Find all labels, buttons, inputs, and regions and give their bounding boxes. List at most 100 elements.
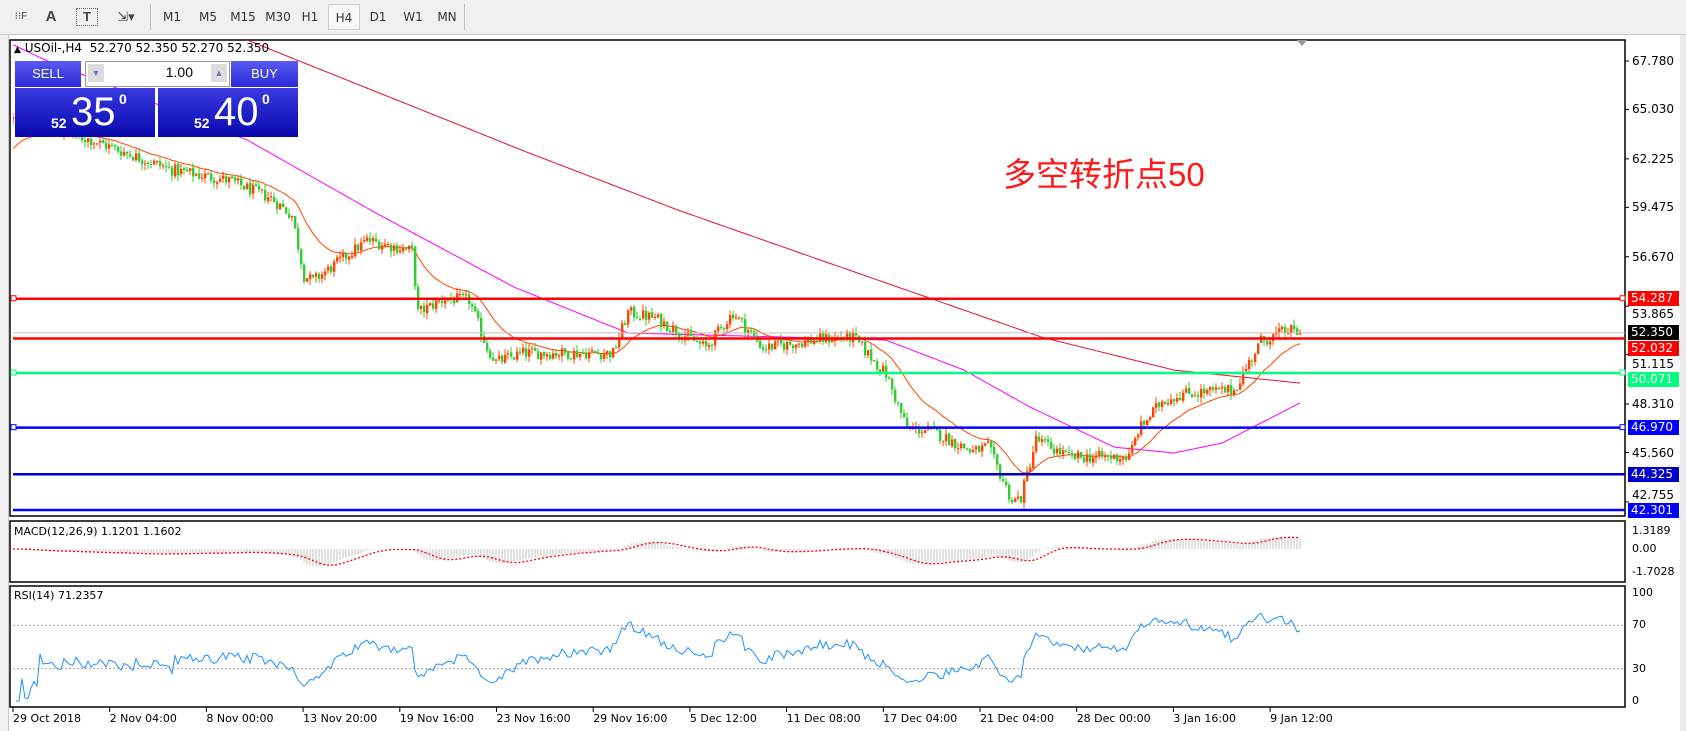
candle-body bbox=[282, 203, 285, 208]
timeframe-m1[interactable]: M1 bbox=[163, 10, 181, 24]
candle-body bbox=[642, 310, 645, 319]
candle-body bbox=[996, 454, 999, 465]
candle-body bbox=[630, 307, 633, 311]
timeframe-d1[interactable]: D1 bbox=[369, 10, 387, 24]
candle-body bbox=[1011, 500, 1014, 503]
candle-body bbox=[474, 306, 477, 312]
sell-price-box[interactable]: 52 35 0 bbox=[15, 88, 155, 137]
candle-body bbox=[234, 177, 237, 181]
candle-body bbox=[987, 441, 990, 443]
price-axis-label: 53.865 bbox=[1632, 307, 1674, 322]
macd-axis-label: 1.3189 bbox=[1632, 524, 1671, 538]
candle-body bbox=[477, 310, 480, 319]
candle-body bbox=[315, 273, 318, 277]
candle-body bbox=[1242, 371, 1245, 385]
candle-body bbox=[1014, 498, 1017, 502]
candle-body bbox=[1125, 457, 1128, 460]
lot-size-input[interactable]: ▼ 1.00 ▲ bbox=[85, 61, 230, 87]
lot-decrease-icon[interactable]: ▼ bbox=[88, 64, 104, 82]
candle-body bbox=[1050, 441, 1053, 450]
text-icon[interactable]: A bbox=[45, 8, 57, 25]
candle-body bbox=[882, 365, 885, 372]
candle-body bbox=[198, 173, 201, 179]
candle-body bbox=[228, 177, 231, 183]
candle-body bbox=[480, 317, 483, 337]
candle-body bbox=[1215, 387, 1218, 390]
candle-body bbox=[387, 244, 390, 246]
candle-body bbox=[708, 345, 711, 347]
timeframe-m5[interactable]: M5 bbox=[199, 10, 217, 24]
lot-increase-icon[interactable]: ▲ bbox=[211, 64, 227, 82]
candle-body bbox=[1134, 437, 1137, 446]
candle-body bbox=[438, 300, 441, 302]
candle-body bbox=[321, 274, 324, 279]
candle-body bbox=[1269, 341, 1272, 345]
candle-body bbox=[1281, 326, 1284, 330]
lot-value[interactable]: 1.00 bbox=[165, 64, 193, 80]
candle-body bbox=[951, 439, 954, 447]
text-label-icon[interactable]: T bbox=[76, 8, 98, 26]
time-axis-label: 23 Nov 16:00 bbox=[496, 712, 571, 725]
timeframe-m15[interactable]: M15 bbox=[230, 10, 256, 24]
candle-body bbox=[1245, 368, 1248, 372]
candle-body bbox=[381, 245, 384, 250]
chart-annotation-text[interactable]: 多空转折点50 bbox=[1003, 156, 1205, 193]
candle-body bbox=[597, 353, 600, 355]
sell-button[interactable]: SELL bbox=[15, 61, 81, 87]
macd-panel-frame bbox=[9, 520, 1626, 583]
candle-body bbox=[1044, 439, 1047, 441]
candle-body bbox=[492, 357, 495, 361]
candle-body bbox=[621, 323, 624, 339]
candle-body bbox=[750, 330, 753, 332]
candle-body bbox=[384, 244, 387, 247]
candle-body bbox=[267, 197, 270, 202]
candle-body bbox=[174, 164, 177, 177]
buy-button[interactable]: BUY bbox=[231, 61, 298, 87]
vertical-scrollbar[interactable] bbox=[1680, 35, 1686, 731]
candle-body bbox=[633, 307, 636, 318]
candle-body bbox=[1170, 399, 1173, 404]
candle-body bbox=[255, 184, 258, 186]
candle-body bbox=[891, 378, 894, 390]
candle-body bbox=[117, 146, 120, 152]
candle-body bbox=[192, 167, 195, 177]
candle-body bbox=[666, 321, 669, 331]
candle-body bbox=[1017, 496, 1020, 499]
fibonacci-grid-icon[interactable]: ⁝⁝F bbox=[14, 11, 28, 22]
candle-body bbox=[171, 167, 174, 176]
candle-body bbox=[702, 341, 705, 344]
candle-body bbox=[462, 293, 465, 296]
candle-body bbox=[894, 389, 897, 402]
candle-body bbox=[303, 264, 306, 282]
candle-body bbox=[576, 350, 579, 358]
candle-body bbox=[606, 350, 609, 355]
timeframe-mn[interactable]: MN bbox=[437, 10, 457, 24]
candle-body bbox=[1083, 457, 1086, 463]
candle-body bbox=[279, 203, 282, 210]
candle-body bbox=[1053, 448, 1056, 454]
arrows-icon[interactable]: ⇲▾ bbox=[117, 9, 135, 24]
level-handle-left bbox=[10, 295, 17, 302]
candle-body bbox=[663, 321, 666, 327]
candle-body bbox=[903, 413, 906, 418]
candle-body bbox=[126, 151, 129, 154]
timeframe-w1[interactable]: W1 bbox=[403, 10, 423, 24]
macd-axis-label: -1.7028 bbox=[1632, 565, 1675, 579]
timeframe-m30[interactable]: M30 bbox=[265, 10, 291, 24]
timeframe-h4[interactable]: H4 bbox=[328, 4, 360, 30]
candle-body bbox=[1038, 436, 1041, 442]
time-axis-label: 28 Dec 00:00 bbox=[1076, 712, 1151, 725]
candle-body bbox=[414, 246, 417, 287]
candle-body bbox=[162, 165, 165, 167]
buy-price-box[interactable]: 52 40 0 bbox=[158, 88, 298, 137]
candle-body bbox=[372, 238, 375, 242]
candle-body bbox=[81, 134, 84, 141]
candle-body bbox=[522, 347, 525, 353]
candle-body bbox=[1080, 452, 1083, 458]
candle-body bbox=[1023, 480, 1026, 503]
candle-body bbox=[498, 355, 501, 360]
candle-body bbox=[1155, 403, 1158, 408]
timeframe-h1[interactable]: H1 bbox=[301, 10, 319, 24]
level-handle-right bbox=[1619, 295, 1626, 302]
